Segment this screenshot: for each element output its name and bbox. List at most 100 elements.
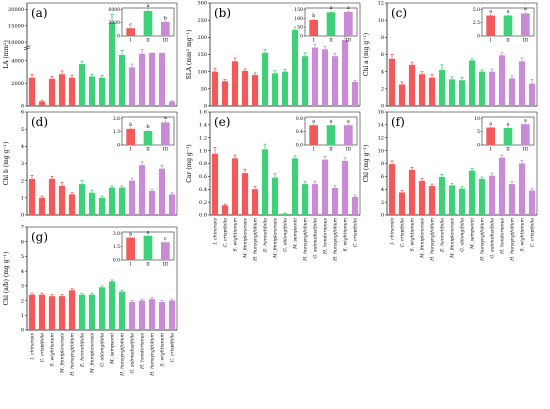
inset-e: 0.0 0.4 0.8 a Ia II a III — [296, 116, 358, 153]
category-label: H. hunsyngifolium — [333, 217, 339, 261]
panel-label: (f) — [391, 115, 405, 129]
inset-bar — [126, 28, 135, 36]
bar — [478, 71, 486, 106]
panel-d: (d) Chl b (mg g⁻¹) 0 1 2 3 4 5 6 0 1.3 2.6 b Ib II a III — [3, 110, 178, 219]
category-label: G. subnudusifolia — [490, 218, 496, 259]
bar — [211, 153, 219, 215]
bar — [488, 175, 496, 215]
bar — [158, 52, 166, 106]
y-tick-label: 2 — [21, 178, 24, 184]
y-tick-label: 2000 — [11, 81, 24, 87]
inset-tick-label: 0.0 — [296, 143, 303, 149]
panel-e: (e) Car (mg g⁻¹) 0.0 0.2 0.4 0.6 0.8 1.0 1.2 1.4 1… — [186, 110, 361, 262]
category-label: M. sampsonii — [470, 217, 476, 250]
bar — [118, 187, 126, 215]
bar — [98, 77, 106, 106]
category-label: C. crispifolia — [353, 218, 359, 248]
bar — [148, 299, 156, 330]
inset-c: 0 2.5 5.0 a Ia II a III — [473, 6, 535, 44]
bar — [528, 83, 536, 106]
bar — [351, 81, 359, 106]
bar — [448, 185, 456, 215]
inset-bar — [143, 11, 153, 36]
category-label: I. chinensis — [213, 217, 219, 245]
category-label: C. crispifolia — [530, 218, 536, 248]
y-tick-label: 0.0 — [199, 213, 207, 219]
bar — [28, 294, 36, 330]
bar — [138, 300, 146, 330]
y-tick-label: 10000 — [8, 40, 24, 46]
category-label: H. hunsyngifolium — [303, 217, 309, 261]
bar — [488, 71, 496, 106]
significance-letter: a — [347, 118, 350, 124]
inset-bar — [503, 127, 513, 145]
bar — [291, 158, 299, 215]
bar — [241, 70, 249, 106]
inset-bar — [521, 13, 530, 36]
panel-c: (c) Chl a (mg g⁻¹) 0 2 4 6 8 10 12 0 2.5 5.0 a Ia II a I… — [363, 1, 538, 110]
category-label: M. sampsonii — [293, 217, 299, 250]
bar — [478, 178, 486, 215]
inset-group-label: I — [130, 147, 132, 153]
bar — [78, 294, 86, 330]
category-label: H. honderianus — [500, 217, 506, 255]
y-tick-label: 1.4 — [199, 123, 207, 129]
bar — [418, 180, 426, 215]
category-label: M. sampsonii — [110, 332, 116, 365]
bar — [138, 53, 146, 106]
y-tick-label: 0.2 — [199, 200, 207, 206]
bar — [458, 188, 466, 215]
inset-bar — [486, 15, 495, 36]
y-tick-label: 1 — [21, 313, 24, 319]
bar — [68, 290, 76, 330]
bar — [38, 101, 46, 106]
y-tick-label: 12 — [378, 1, 384, 7]
bar — [158, 302, 166, 330]
bar — [128, 67, 136, 106]
inset-tick-label: 0.0 — [113, 258, 120, 264]
inset-a: 0 3000 6000 c Ia II b III — [109, 3, 175, 44]
bar — [261, 52, 269, 106]
panel-b: (b) SLA (mm² mg⁻¹) 0 50 100 150 200 250 300 0 50 10… — [186, 1, 361, 110]
panel-a: (a) LA (mm²) 0 2000 4000 10000 15000 20000 0 3000… — [3, 2, 178, 110]
bar — [341, 160, 349, 215]
category-label: S. wightianum — [343, 217, 349, 251]
y-tick-label: 6 — [21, 110, 24, 116]
y-tick-label: 0.8 — [199, 161, 207, 167]
y-tick-label: 2 — [381, 200, 384, 206]
inset-bar — [309, 19, 318, 36]
inset-tick-label: 0.8 — [296, 116, 303, 122]
y-tick-label: 8 — [381, 161, 384, 167]
panel-label: (e) — [214, 115, 230, 129]
bar — [108, 22, 116, 106]
bar — [301, 184, 309, 215]
category-label: E. hennetifolia — [263, 218, 269, 253]
bar — [58, 185, 66, 215]
y-tick-label: 1 — [21, 196, 24, 202]
bar — [78, 64, 86, 106]
y-tick-label: 150 — [197, 52, 207, 58]
panel-label: (a) — [31, 6, 48, 20]
inset-group-label: III — [346, 38, 352, 44]
inset-tick-label: 0 — [477, 34, 480, 40]
inset-d: 0 1.3 2.6 b Ib II a III — [113, 115, 175, 153]
y-axis-label: LA (mm²) — [3, 40, 10, 69]
inset-bar — [143, 131, 153, 145]
category-label: M. finniplenensis — [90, 332, 96, 374]
inset-bar — [161, 21, 170, 36]
inset-group-label: I — [490, 147, 492, 153]
bar — [211, 71, 219, 106]
panel-label: (c) — [391, 6, 407, 20]
y-axis-label: Chl b (mg g⁻¹) — [3, 142, 10, 186]
bar — [518, 163, 526, 215]
inset-tick-label: 3000 — [109, 20, 121, 26]
inset-bar — [344, 11, 353, 36]
bar — [468, 170, 476, 215]
category-label: C. crispifolia — [223, 218, 229, 248]
y-tick-label: 0.4 — [199, 187, 207, 193]
bar — [48, 296, 56, 330]
category-label: H. hunsyngifolium — [253, 217, 259, 261]
bar — [158, 168, 166, 215]
inset-bar — [486, 127, 495, 145]
